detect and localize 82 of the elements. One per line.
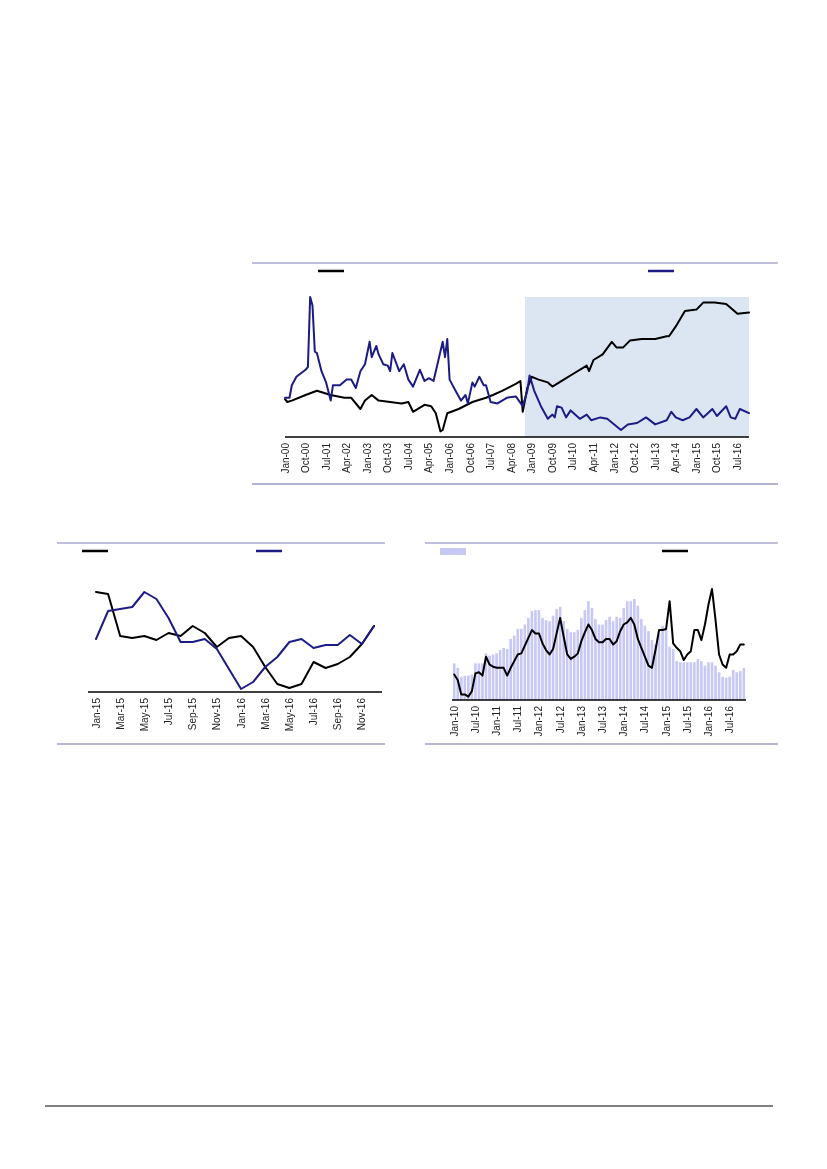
x-tick-label: Jul-16 [308, 697, 320, 726]
bar [735, 672, 739, 700]
bar [519, 628, 523, 700]
x-tick-label: Jul-01 [320, 442, 332, 471]
bar [678, 662, 682, 700]
x-tick-label: Oct-12 [629, 442, 641, 474]
bar [682, 662, 686, 700]
x-tick-label: Nov-15 [211, 697, 223, 731]
bar [721, 676, 724, 700]
bar [572, 632, 576, 700]
bar [629, 601, 633, 700]
x-tick-label: Jul-15 [163, 697, 175, 726]
bar [731, 670, 735, 700]
x-tick-label: Oct-15 [711, 442, 723, 474]
x-tick-label: Sep-15 [187, 697, 199, 731]
bar [625, 601, 629, 700]
x-tick-label: Jul-13 [597, 705, 609, 734]
x-tick-label: Jul-10 [469, 705, 481, 734]
bar [615, 616, 618, 700]
bar [463, 675, 467, 700]
bar [693, 662, 696, 700]
x-tick-label: Apr-14 [670, 442, 682, 474]
bar [742, 667, 746, 700]
x-tick-label: Mar-16 [259, 697, 271, 730]
x-tick-label: Jul-14 [639, 705, 651, 734]
bar [555, 608, 558, 700]
x-tick-label: Sep-16 [332, 697, 344, 731]
x-tick-label: Jul-12 [554, 705, 566, 734]
bar [534, 610, 537, 700]
bar [495, 653, 498, 700]
x-tick-label: Jan-16 [702, 705, 714, 737]
bar [509, 638, 513, 700]
bar [488, 655, 491, 700]
bar [700, 661, 703, 700]
x-tick-label: Oct-06 [464, 442, 476, 474]
x-tick-label: Jul-10 [567, 442, 579, 471]
x-tick-label: Jul-16 [732, 442, 744, 471]
x-tick-label: Nov-16 [356, 697, 368, 731]
bar [714, 665, 717, 700]
x-tick-label: Apr-02 [341, 442, 353, 474]
bar [738, 671, 742, 700]
bar [707, 662, 710, 700]
x-tick-label: Jan-12 [533, 705, 545, 737]
x-tick-label: Jan-13 [575, 705, 587, 737]
bar [608, 616, 611, 700]
bar [632, 598, 636, 700]
x-tick-label: Jul-07 [485, 442, 497, 471]
x-tick-label: Jan-15 [90, 697, 102, 729]
x-tick-label: Jul-04 [402, 442, 414, 471]
bar [661, 625, 664, 700]
x-tick-label: Jul-13 [649, 442, 661, 471]
x-tick-label: Jan-15 [690, 442, 702, 474]
x-tick-label: May-15 [138, 697, 150, 732]
x-tick-label: Jan-03 [361, 442, 373, 474]
x-tick-label: Jan-11 [491, 705, 503, 736]
x-tick-label: Apr-11 [587, 442, 599, 473]
x-tick-label: Oct-03 [382, 442, 394, 474]
x-tick-label: May-16 [283, 697, 295, 732]
x-tick-label: Jan-06 [444, 442, 456, 474]
x-tick-label: Jan-12 [608, 442, 620, 474]
bar [601, 624, 604, 700]
bar [516, 628, 520, 700]
x-tick-label: Jan-09 [526, 442, 538, 474]
bar [587, 601, 590, 700]
bar [569, 632, 573, 700]
bar [452, 663, 456, 700]
x-tick-label: Jan-16 [235, 697, 247, 729]
x-tick-label: Apr-05 [423, 442, 435, 474]
x-tick-label: Mar-15 [114, 697, 126, 730]
bar [689, 662, 693, 700]
x-tick-label: Jan-14 [618, 705, 630, 737]
x-tick-label: Jul-16 [724, 705, 736, 734]
x-tick-label: Apr-08 [505, 442, 517, 474]
x-tick-label: Jul-11 [512, 705, 524, 733]
x-tick-label: Jan-10 [448, 705, 460, 737]
x-tick-label: Oct-09 [546, 442, 558, 474]
bar [502, 647, 505, 700]
x-tick-label: Jan-00 [279, 442, 291, 474]
x-tick-label: Jul-15 [681, 705, 693, 734]
x-tick-label: Oct-00 [300, 442, 312, 474]
x-tick-label: Jan-15 [660, 705, 672, 737]
bar [685, 662, 689, 700]
